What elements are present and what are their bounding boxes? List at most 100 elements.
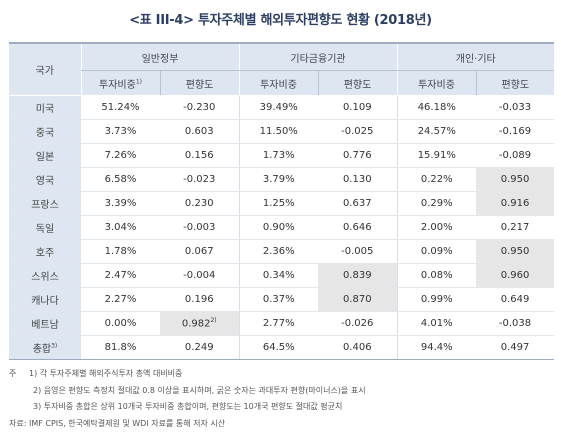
value-cell-highlighted: 0.870: [318, 287, 398, 312]
value-cell-highlighted: 0.950: [476, 167, 555, 192]
value-cell: -0.004: [160, 263, 239, 288]
bias-header: 편향도: [159, 70, 239, 96]
group-header-individual: 개인·기타: [396, 43, 555, 71]
table-row: 스위스 2.47% -0.004 0.34% 0.839 0.08% 0.960: [9, 263, 555, 288]
country-cell: 중국: [9, 119, 81, 144]
value-cell: 0.217: [476, 215, 555, 240]
table-row-total: 총합3) 81.8% 0.249 64.5% 0.406 94.4% 0.497: [9, 335, 555, 360]
value-cell: -0.003: [160, 215, 239, 240]
note-label: 주: [9, 369, 17, 378]
value-cell: 6.58%: [81, 167, 160, 192]
table-row: 중국 3.73% 0.603 11.50% -0.025 24.57% -0.1…: [9, 119, 555, 144]
value-cell: 2.47%: [81, 263, 160, 288]
country-cell: 일본: [9, 143, 81, 168]
value-cell: 81.8%: [81, 335, 160, 360]
value-cell: 0.29%: [396, 191, 477, 216]
value-cell: -0.025: [318, 119, 398, 144]
value-cell: 0.08%: [396, 263, 477, 288]
value-cell: 0.406: [318, 335, 398, 360]
value-cell: 0.156: [160, 143, 239, 168]
value-cell: 0.637: [318, 191, 398, 216]
investment-bias-table: 국가 일반정부 기타금융기관 개인·기타 투자비중1) 편향도 투자비중 편향도…: [9, 42, 555, 360]
value-cell: 15.91%: [396, 143, 477, 168]
group-header-government: 일반정부: [80, 43, 239, 71]
country-cell: 베트남: [9, 311, 81, 336]
table-row: 미국 51.24% -0.230 39.49% 0.109 46.18% -0.…: [9, 95, 555, 120]
value-cell: 64.5%: [238, 335, 318, 360]
value-cell: 0.249: [160, 335, 239, 360]
table-notes: 주 1) 각 투자주체별 해외주식투자 총액 대비비중 2) 음영은 편향도 측…: [9, 366, 554, 432]
value-cell: 4.01%: [396, 311, 477, 336]
value-cell: 0.603: [160, 119, 239, 144]
value-cell: 0.09%: [396, 239, 477, 264]
country-cell: 스위스: [9, 263, 81, 288]
value-cell: 0.00%: [81, 311, 160, 336]
note-1: 주 1) 각 투자주체별 해외주식투자 총액 대비비중: [9, 366, 554, 383]
value-cell: 2.27%: [81, 287, 160, 312]
country-cell: 독일: [9, 215, 81, 240]
value-cell: 39.49%: [238, 95, 318, 120]
share-header: 투자비중: [238, 70, 318, 96]
value-cell: 1.73%: [238, 143, 318, 168]
value-cell: 11.50%: [238, 119, 318, 144]
table-row: 캐나다 2.27% 0.196 0.37% 0.870 0.99% 0.649: [9, 287, 555, 312]
value-cell: -0.005: [318, 239, 398, 264]
value-cell: 3.39%: [81, 191, 160, 216]
value-cell: 3.04%: [81, 215, 160, 240]
value-cell: 0.230: [160, 191, 239, 216]
value-cell: 0.196: [160, 287, 239, 312]
value-cell: 3.73%: [81, 119, 160, 144]
value-cell: 0.99%: [396, 287, 477, 312]
value-cell-highlighted: 0.839: [318, 263, 398, 288]
value-cell: 0.067: [160, 239, 239, 264]
country-cell: 프랑스: [9, 191, 81, 216]
country-cell: 총합3): [9, 335, 81, 360]
table-row: 영국 6.58% -0.023 3.79% 0.130 0.22% 0.950: [9, 167, 555, 192]
value-cell: 1.25%: [238, 191, 318, 216]
value-cell: 2.36%: [238, 239, 318, 264]
country-cell: 캐나다: [9, 287, 81, 312]
value-cell: 0.109: [318, 95, 398, 120]
table-row: 호주 1.78% 0.067 2.36% -0.005 0.09% 0.950: [9, 239, 555, 264]
value-cell: 0.497: [476, 335, 555, 360]
value-cell: 94.4%: [396, 335, 477, 360]
note-3: 3) 투자비중 총합은 상위 10개국 투자비중 총합이며, 편향도는 10개국…: [33, 402, 343, 411]
value-cell: 0.649: [476, 287, 555, 312]
country-cell: 미국: [9, 95, 81, 120]
value-cell: -0.169: [476, 119, 555, 144]
value-cell-highlighted: 0.9822): [160, 311, 239, 336]
table-row: 베트남 0.00% 0.9822) 2.77% -0.026 4.01% -0.…: [9, 311, 555, 336]
table-row: 독일 3.04% -0.003 0.90% 0.646 2.00% 0.217: [9, 215, 555, 240]
bias-header: 편향도: [317, 70, 398, 96]
value-cell: -0.026: [318, 311, 398, 336]
table-row: 프랑스 3.39% 0.230 1.25% 0.637 0.29% 0.916: [9, 191, 555, 216]
value-cell: -0.230: [160, 95, 239, 120]
value-cell: -0.089: [476, 143, 555, 168]
value-cell: -0.038: [476, 311, 555, 336]
value-cell: 0.90%: [238, 215, 318, 240]
share-header: 투자비중1): [80, 70, 160, 96]
value-cell: 2.77%: [238, 311, 318, 336]
value-cell-highlighted: 0.960: [476, 263, 555, 288]
country-cell: 영국: [9, 167, 81, 192]
bias-header: 편향도: [475, 70, 555, 96]
value-cell: 2.00%: [396, 215, 477, 240]
value-cell: 24.57%: [396, 119, 477, 144]
value-cell: 0.130: [318, 167, 398, 192]
table-title: <표 III-4> 투자주체별 해외투자편향도 현황 (2018년): [129, 13, 432, 28]
value-cell: 3.79%: [238, 167, 318, 192]
value-cell: 51.24%: [81, 95, 160, 120]
value-cell: 1.78%: [81, 239, 160, 264]
value-cell: 0.776: [318, 143, 398, 168]
value-cell: -0.023: [160, 167, 239, 192]
value-cell-highlighted: 0.950: [476, 239, 555, 264]
country-cell: 호주: [9, 239, 81, 264]
group-header-other-financial: 기타금융기관: [238, 43, 398, 71]
value-cell: 0.34%: [238, 263, 318, 288]
value-cell: 0.22%: [396, 167, 477, 192]
value-cell: 46.18%: [396, 95, 477, 120]
value-cell: 7.26%: [81, 143, 160, 168]
value-cell: -0.033: [476, 95, 555, 120]
share-header: 투자비중: [396, 70, 477, 96]
value-cell-highlighted: 0.916: [476, 191, 555, 216]
